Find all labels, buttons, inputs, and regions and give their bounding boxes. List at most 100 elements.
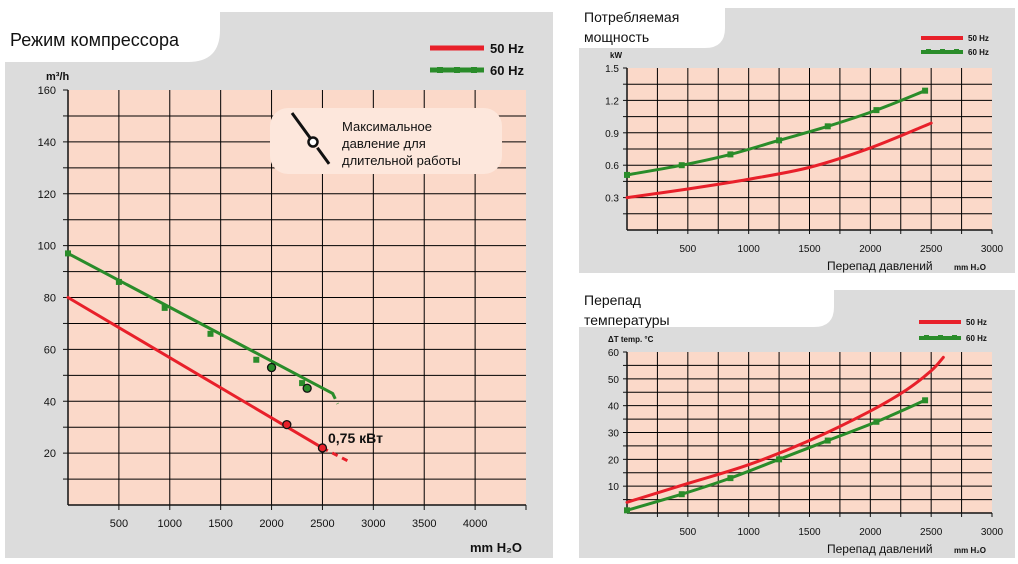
x-tick-label: 500 <box>679 527 696 538</box>
y-tick-label: 20 <box>608 455 620 466</box>
x-tick-label: 1000 <box>738 527 761 538</box>
series-line-60hz <box>66 251 335 395</box>
x-tick-label: 3500 <box>412 518 436 530</box>
annotation-line2: давление для <box>342 136 426 151</box>
legend-60hz-label: 60 Hz <box>968 48 989 57</box>
y-tick-label: 60 <box>608 348 620 359</box>
y-tick-label: 120 <box>38 189 56 201</box>
data-point-60hz <box>873 107 880 114</box>
power-title-line1: Потребляемая <box>584 9 679 25</box>
x-tick-label: 2000 <box>259 518 283 530</box>
data-point-60hz <box>299 380 306 387</box>
power-legend: 50 Hz 60 Hz <box>921 34 989 57</box>
power-xlabel: Перепад давлений <box>827 259 933 273</box>
power-point-label: 0,75 кВт <box>328 430 383 446</box>
data-point-60hz <box>922 87 929 94</box>
x-tick-label: 3000 <box>981 244 1004 255</box>
x-tick-label: 500 <box>679 244 696 255</box>
legend-60hz-marker <box>938 335 943 340</box>
data-point-60hz <box>776 137 783 144</box>
operating-point-50hz <box>317 443 328 453</box>
data-point-60hz <box>253 356 260 363</box>
y-tick-label: 40 <box>608 402 620 413</box>
data-point-60hz <box>678 162 685 169</box>
data-point-60hz <box>65 250 71 257</box>
x-tick-label: 3000 <box>361 518 385 530</box>
compressor-xlabel: mm H₂O <box>470 540 522 555</box>
power-plot: 500 1000 1500 2000 2500 3000 0.3 0.6 0.9 1.2 1.5 <box>605 64 1003 255</box>
y-tick-label: 40 <box>44 396 56 408</box>
data-point-60hz <box>922 397 929 404</box>
x-tick-label: 1500 <box>798 527 821 538</box>
data-point-60hz <box>824 123 831 130</box>
compressor-title: Режим компрессора <box>10 30 180 50</box>
power-ylabel: kW <box>610 51 622 60</box>
annotation-bubble <box>270 108 502 174</box>
y-tick-label: 100 <box>38 241 56 253</box>
y-tick-label: 0.9 <box>605 129 619 140</box>
x-tick-label: 2500 <box>920 244 943 255</box>
compressor-ylabel: m³/h <box>46 71 70 83</box>
legend-60hz-marker <box>924 335 929 340</box>
annotation-line3: длительной работы <box>342 153 461 168</box>
data-point-60hz <box>624 507 630 514</box>
legend-60hz-label: 60 Hz <box>966 334 987 343</box>
data-point-60hz <box>824 437 831 444</box>
x-tick-label: 1000 <box>738 244 761 255</box>
y-tick-label: 0.6 <box>605 161 619 172</box>
legend-60hz-marker <box>952 335 957 340</box>
y-tick-label: 0.3 <box>605 194 619 205</box>
x-tick-label: 1500 <box>208 518 232 530</box>
y-tick-label: 140 <box>38 137 56 149</box>
x-tick-label: 500 <box>110 518 128 530</box>
operating-point-60hz <box>266 362 277 373</box>
series-line-50hz <box>625 121 933 200</box>
compressor-title-tab <box>0 0 220 62</box>
data-point-60hz <box>115 278 122 285</box>
data-point-60hz <box>776 456 783 463</box>
x-tick-label: 2000 <box>859 244 882 255</box>
y-tick-label: 1.2 <box>605 96 619 107</box>
temperature-xlabel: Перепад давлений <box>827 542 933 556</box>
temperature-title-tab <box>579 290 834 327</box>
legend-50hz-label: 50 Hz <box>966 318 987 327</box>
series-extension-60hz <box>331 392 340 405</box>
data-point-60hz <box>727 151 734 158</box>
power-xunit: mm H₂O <box>954 263 986 272</box>
data-point-60hz <box>624 171 630 178</box>
annotation-line1: Максимальное <box>342 119 432 134</box>
legend-60hz-marker <box>471 67 477 73</box>
y-tick-label: 20 <box>44 448 56 460</box>
temperature-title-line1: Перепад <box>584 292 641 308</box>
data-point-60hz <box>873 418 880 425</box>
x-tick-label: 1000 <box>158 518 182 530</box>
data-point-60hz <box>161 304 168 311</box>
max-pressure-annotation: Максимальное давление для длительной раб… <box>270 108 502 174</box>
temperature-legend: 50 Hz 60 Hz <box>919 318 987 343</box>
y-tick-label: 160 <box>38 85 56 97</box>
x-tick-label: 2500 <box>310 518 334 530</box>
y-tick-label: 30 <box>608 429 620 440</box>
x-tick-label: 4000 <box>463 518 487 530</box>
temperature-ylabel: ΔT temp. °C <box>608 335 654 344</box>
y-tick-label: 1.5 <box>605 64 619 75</box>
annotation-pressure-line-icon <box>290 112 337 173</box>
series-line-50hz <box>625 355 945 504</box>
x-tick-label: 1500 <box>798 244 821 255</box>
data-point-60hz <box>207 330 214 337</box>
y-tick-label: 50 <box>608 375 620 386</box>
y-tick-label: 80 <box>44 293 56 305</box>
data-point-60hz <box>678 491 685 498</box>
compressor-legend: 50 Hz 60 Hz <box>430 41 524 78</box>
legend-60hz-label: 60 Hz <box>490 63 524 78</box>
y-tick-label: 10 <box>608 482 620 493</box>
legend-60hz-marker <box>926 49 931 54</box>
legend-60hz-marker <box>954 49 959 54</box>
legend-60hz-marker <box>454 67 460 73</box>
series-line-50hz <box>66 296 324 450</box>
legend-50hz-label: 50 Hz <box>968 34 989 43</box>
temperature-title-line2: температуры <box>584 312 670 328</box>
x-tick-label: 2000 <box>859 527 882 538</box>
temperature-xunit: mm H₂O <box>954 546 986 555</box>
